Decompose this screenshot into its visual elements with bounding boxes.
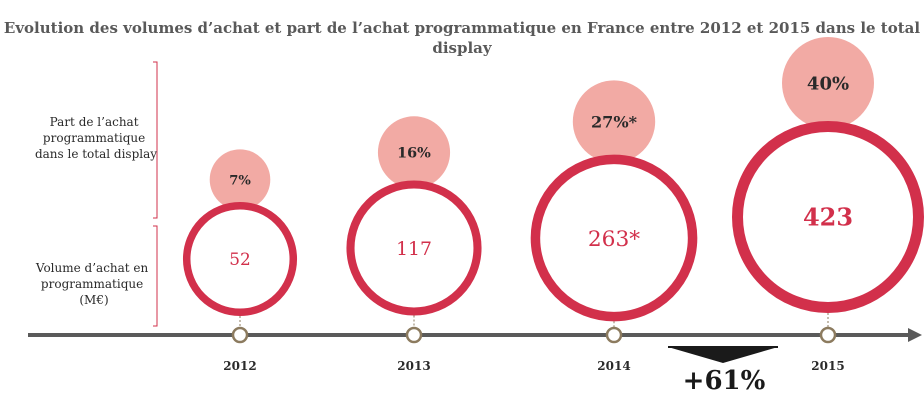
share-bubble-2013 [377, 116, 451, 189]
year-label-2013: 2013 [397, 359, 430, 373]
share-row-label: Part de l’achat programmatique dans le t… [35, 115, 157, 161]
share-label-2013: 16% [397, 145, 431, 162]
axis-node-2013 [405, 326, 423, 344]
year-label-2014: 2014 [597, 359, 630, 373]
share-label-2014: 27%* [591, 112, 638, 131]
volume-label-2014: 263* [588, 227, 640, 252]
year-label-2012: 2012 [223, 359, 256, 373]
share-bracket [153, 61, 158, 219]
chart-marks: 7% 52 2012 16% 117 2013 27%* 263* 2014 40% 423 2015 [182, 37, 924, 373]
volume-ring-2013 [346, 180, 482, 316]
share-bubble-2012 [209, 149, 271, 210]
volume-ring-2014 [530, 154, 698, 322]
volume-label-2012: 52 [229, 249, 251, 269]
axis-node-2012 [231, 326, 249, 344]
volume-row-label: Volume d’achat en programmatique (M€) [35, 261, 152, 307]
timeline-arrowhead [908, 328, 922, 342]
chart-title: Evolution des volumes d’achat et part de… [3, 19, 921, 57]
share-label-2015: 40% [807, 73, 849, 94]
share-bubble-2015 [782, 37, 874, 129]
volume-label-2013: 117 [396, 239, 432, 260]
growth-label: +61% [683, 366, 766, 396]
growth-triangle [668, 347, 778, 363]
volume-label-2015: 423 [803, 203, 853, 232]
share-bubble-2014 [572, 80, 656, 163]
volume-ring-2015 [732, 121, 924, 313]
year-label-2015: 2015 [811, 359, 844, 373]
axis-node-2014 [605, 326, 623, 344]
axis-node-2015 [819, 326, 837, 344]
volume-ring-2012 [182, 201, 298, 317]
volume-bracket [153, 225, 158, 327]
share-label-2012: 7% [229, 173, 251, 188]
